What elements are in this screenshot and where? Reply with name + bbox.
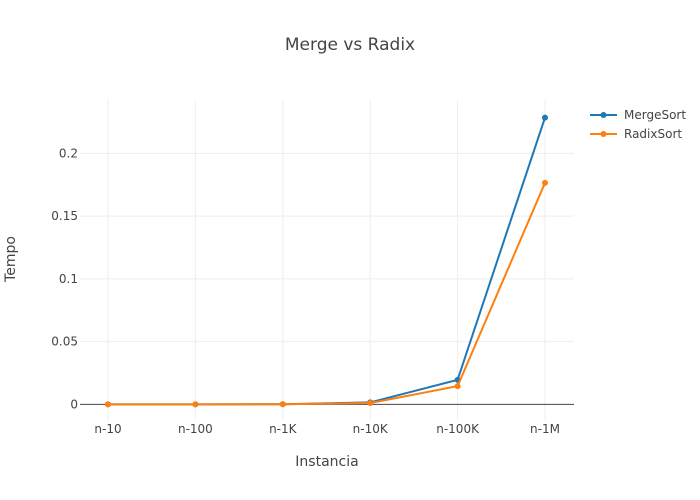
radixsort-point — [105, 401, 111, 408]
radixsort-point — [542, 179, 548, 186]
y-tick-label: 0.2 — [59, 146, 78, 160]
x-tick-label: n-10K — [353, 422, 389, 436]
x-tick-label: n-1K — [269, 422, 298, 436]
x-tick-label: n-100 — [178, 422, 213, 436]
radixsort-point — [192, 401, 199, 408]
y-axis-title: Tempo — [3, 236, 19, 283]
x-axis-title: Instancia — [295, 454, 358, 470]
mergesort-point — [542, 114, 548, 121]
chart-title: Merge vs Radix — [285, 35, 415, 55]
y-tick-label: 0.15 — [51, 209, 78, 223]
x-tick-label: n-100K — [436, 422, 480, 436]
axes: n-10 n-100 n-1K n-10K n-100K n-1M 0 0.05 0.1 0.15… — [51, 146, 560, 436]
mergesort-legend-label: MergeSort — [624, 108, 686, 122]
gridlines — [80, 100, 574, 420]
y-tick-label: 0 — [70, 397, 78, 411]
y-tick-label: 0.05 — [51, 335, 78, 349]
series-layer — [105, 114, 548, 408]
legend: MergeSort RadixSort — [590, 108, 686, 141]
radixsort-point — [367, 400, 374, 407]
x-tick-label: n-1M — [530, 422, 560, 436]
radixsort-legend-label: RadixSort — [624, 127, 682, 141]
radixsort-line — [108, 182, 546, 406]
radixsort-legend-marker — [600, 131, 607, 137]
mergesort-legend-marker — [600, 112, 607, 118]
y-tick-label: 0.1 — [59, 272, 78, 286]
radixsort-point — [454, 383, 461, 390]
x-tick-label: n-10 — [94, 422, 121, 436]
mergesort-line — [108, 117, 546, 406]
radixsort-point — [279, 401, 286, 408]
